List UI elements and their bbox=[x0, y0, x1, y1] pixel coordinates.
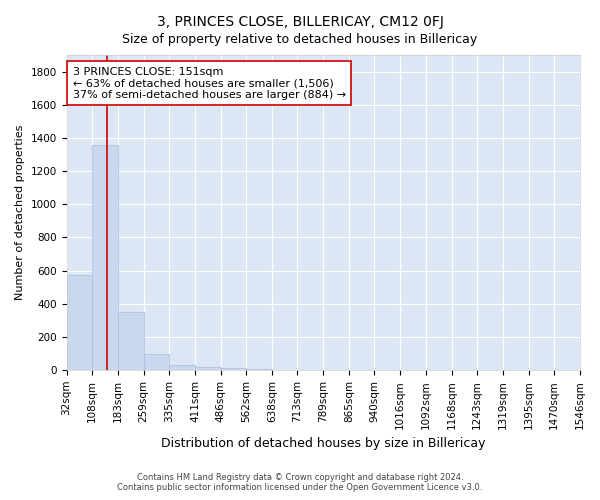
Bar bbox=[118, 312, 143, 370]
Text: 3 PRINCES CLOSE: 151sqm
← 63% of detached houses are smaller (1,506)
37% of semi: 3 PRINCES CLOSE: 151sqm ← 63% of detache… bbox=[73, 66, 346, 100]
Text: 3, PRINCES CLOSE, BILLERICAY, CM12 0FJ: 3, PRINCES CLOSE, BILLERICAY, CM12 0FJ bbox=[157, 15, 443, 29]
Text: Size of property relative to detached houses in Billericay: Size of property relative to detached ho… bbox=[122, 32, 478, 46]
Bar bbox=[221, 368, 246, 370]
Bar bbox=[67, 275, 92, 370]
Bar bbox=[169, 365, 195, 370]
Y-axis label: Number of detached properties: Number of detached properties bbox=[15, 125, 25, 300]
X-axis label: Distribution of detached houses by size in Billericay: Distribution of detached houses by size … bbox=[161, 437, 485, 450]
Bar bbox=[195, 367, 221, 370]
Bar bbox=[143, 354, 169, 370]
Text: Contains HM Land Registry data © Crown copyright and database right 2024.
Contai: Contains HM Land Registry data © Crown c… bbox=[118, 473, 482, 492]
Bar bbox=[92, 146, 118, 370]
